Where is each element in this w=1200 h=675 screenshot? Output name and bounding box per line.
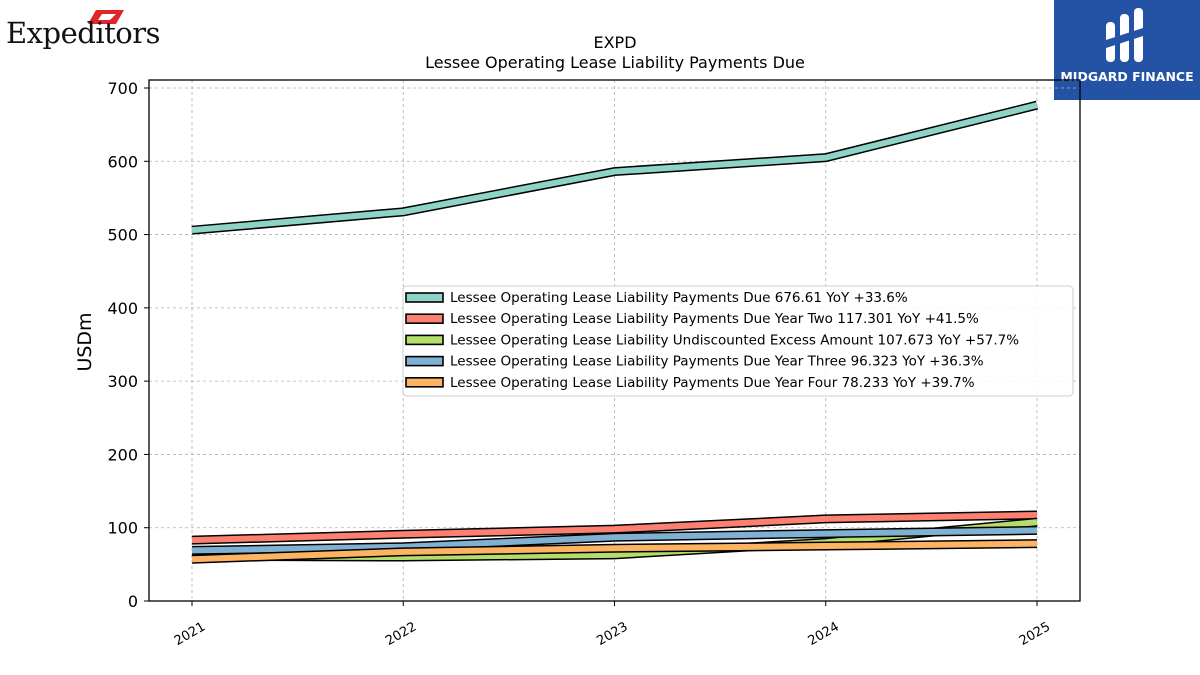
logo-flag-icon <box>88 10 124 24</box>
legend-swatch <box>405 355 444 367</box>
midgard-emblem-icon <box>1106 8 1143 62</box>
midgard-brand-text: MIDGARD FINANCE <box>1060 69 1194 84</box>
legend-swatch <box>405 292 444 303</box>
y-tick-label: 0 <box>128 592 138 611</box>
y-axis-label: USDm <box>74 312 96 371</box>
chart-title: EXPD <box>593 33 636 52</box>
legend-label: Lessee Operating Lease Liability Payment… <box>450 354 984 370</box>
x-tick-label: 2023 <box>594 619 630 649</box>
x-tick-label: 2024 <box>806 619 842 649</box>
y-tick-label: 100 <box>107 519 138 538</box>
legend-label: Lessee Operating Lease Liability Undisco… <box>450 332 1019 348</box>
y-tick-label: 200 <box>107 445 138 464</box>
series-line-fill <box>191 102 1038 234</box>
series-line <box>191 539 1038 564</box>
x-tick-label: 2022 <box>383 619 419 649</box>
series-line <box>191 510 1038 545</box>
x-tick-label: 2025 <box>1017 619 1053 649</box>
expeditors-logo: Expeditors <box>4 6 164 50</box>
legend-swatch <box>405 376 444 388</box>
legend-swatch <box>405 334 444 346</box>
x-tick-label: 2021 <box>172 619 208 649</box>
legend-label: Lessee Operating Lease Liability Payment… <box>450 375 975 391</box>
series-line-fill <box>191 540 1038 563</box>
legend-label: Lessee Operating Lease Liability Payment… <box>450 290 908 306</box>
midgard-finance-logo: MIDGARD FINANCE <box>1054 0 1200 100</box>
series-line-fill <box>191 527 1038 554</box>
y-tick-label: 600 <box>107 152 138 171</box>
series-line-fill <box>191 512 1038 544</box>
chart-subtitle: Lessee Operating Lease Liability Payment… <box>425 53 805 72</box>
legend-box <box>402 285 1074 397</box>
series-line <box>191 525 1038 555</box>
y-tick-label: 400 <box>107 299 138 318</box>
series-line <box>191 100 1039 235</box>
series-layer <box>191 100 1039 564</box>
legend: Lessee Operating Lease Liability Payment… <box>402 285 1074 397</box>
expeditors-wordmark: Expeditors <box>6 16 160 50</box>
y-tick-label: 700 <box>107 79 138 98</box>
legend-swatch <box>405 313 444 325</box>
y-tick-label: 300 <box>107 372 138 391</box>
y-tick-label: 500 <box>107 226 138 245</box>
legend-label: Lessee Operating Lease Liability Payment… <box>450 311 979 327</box>
